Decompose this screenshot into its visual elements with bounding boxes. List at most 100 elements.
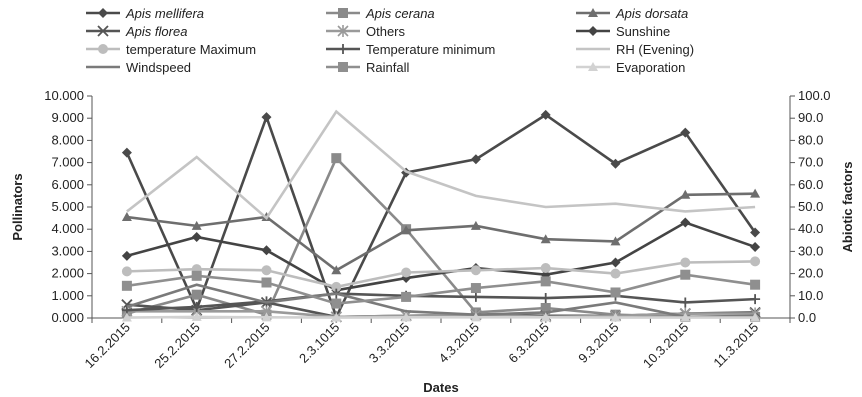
data-point-apis-dorsata xyxy=(401,225,412,235)
data-point-temperature-maximum xyxy=(121,266,132,277)
data-point-temperature-maximum xyxy=(401,267,412,278)
legend-swatch-marker xyxy=(588,26,598,36)
y2-tick-label: 20.0 xyxy=(798,266,823,281)
data-point-temperature-maximum xyxy=(470,265,481,276)
y2-tick-label: 10.0 xyxy=(798,288,823,303)
legend-label: Temperature minimum xyxy=(366,42,495,57)
y-tick-label: 8.000 xyxy=(51,132,84,147)
right-axis-ticks: 0.0 10.0 20.0 30.0 40.0 50.0 60.0 70.0 80.0 90.0 1… xyxy=(790,88,831,325)
y2-tick-label: 30.0 xyxy=(798,243,823,258)
legend-item-evaporation: Evaporation xyxy=(576,60,685,75)
legend-item-apis-dorsata: Apis dorsata xyxy=(576,6,688,21)
x-axis-title: Dates xyxy=(423,380,458,395)
y2-tick-label: 40.0 xyxy=(798,221,823,236)
legend-item-apis-mellifera: Apis mellifera xyxy=(86,6,204,21)
series-rh-evening xyxy=(126,109,756,221)
series-line-apis-mellifera xyxy=(125,113,757,321)
data-point-apis-cerana xyxy=(331,153,342,164)
series-temperature-maximum xyxy=(121,256,761,292)
x-tick-label: 25.2.2015 xyxy=(151,320,203,372)
data-point-evaporation xyxy=(610,312,621,322)
legend-item-temperature-minimum: Temperature minimum xyxy=(326,42,495,57)
series-line-others xyxy=(126,310,756,319)
data-point-temperature-minimum xyxy=(680,297,691,308)
legend-label: RH (Evening) xyxy=(616,42,694,57)
data-point-rainfall xyxy=(401,291,412,302)
legend-swatch-marker xyxy=(338,62,348,72)
data-point-rainfall xyxy=(610,287,621,298)
data-point-temperature-minimum xyxy=(540,293,551,304)
data-point-apis-mellifera xyxy=(470,154,481,165)
data-point-apis-mellifera xyxy=(121,147,132,158)
data-point-evaporation xyxy=(750,312,761,322)
x-tick-label: 9.3.2015 xyxy=(575,320,621,366)
data-point-rainfall xyxy=(261,277,272,288)
legend-label: Apis mellifera xyxy=(125,6,204,21)
legend-swatch-marker xyxy=(338,44,348,54)
series-line-rh-evening xyxy=(126,109,756,221)
y-axis-title: Pollinators xyxy=(10,173,25,240)
y-tick-label: 6.000 xyxy=(51,177,84,192)
legend-label: Apis dorsata xyxy=(615,6,688,21)
data-point-rainfall xyxy=(121,280,132,291)
data-point-apis-mellifera xyxy=(261,112,272,123)
y-tick-label: 3.000 xyxy=(51,243,84,258)
legend-swatch-marker xyxy=(98,8,108,18)
x-tick-label: 10.3.2015 xyxy=(640,320,692,372)
series-rainfall xyxy=(121,269,761,309)
data-point-rainfall xyxy=(470,283,481,294)
data-point-rainfall xyxy=(331,298,342,309)
series-line-rainfall xyxy=(126,273,756,305)
data-point-sunshine xyxy=(680,217,691,228)
legend-label: Apis florea xyxy=(125,24,187,39)
data-point-temperature-maximum xyxy=(680,257,691,268)
series-evaporation xyxy=(121,311,761,322)
data-point-sunshine xyxy=(121,250,132,261)
series-line-evaporation xyxy=(126,315,756,319)
legend-label: Sunshine xyxy=(616,24,670,39)
y-tick-label: 5.000 xyxy=(51,199,84,214)
data-point-apis-dorsata xyxy=(191,220,202,230)
y-tick-label: 7.000 xyxy=(51,155,84,170)
data-point-evaporation xyxy=(121,312,132,322)
legend-swatch-marker xyxy=(337,25,349,37)
x-tick-label: 4.3.2015 xyxy=(436,320,482,366)
data-point-evaporation xyxy=(680,312,691,322)
data-point-evaporation xyxy=(261,312,272,322)
y-tick-label: 2.000 xyxy=(51,266,84,281)
data-point-apis-dorsata xyxy=(470,220,481,230)
legend-swatch-marker xyxy=(97,25,109,37)
y-tick-label: 9.000 xyxy=(51,110,84,125)
y2-tick-label: 70.0 xyxy=(798,155,823,170)
data-point-apis-mellifera xyxy=(680,127,691,138)
data-point-apis-mellifera xyxy=(540,109,551,120)
data-point-apis-dorsata xyxy=(540,234,551,244)
x-tick-label: 27.2.2015 xyxy=(221,320,273,372)
data-point-apis-dorsata xyxy=(750,188,761,198)
data-point-apis-cerana xyxy=(540,303,551,314)
data-point-apis-cerana xyxy=(191,289,202,300)
legend: Apis mellifera Apis cerana Apis dorsata Api… xyxy=(86,6,694,75)
data-point-apis-mellifera xyxy=(610,158,621,169)
legend-item-sunshine: Sunshine xyxy=(576,24,670,39)
data-point-temperature-maximum xyxy=(750,256,761,267)
data-point-sunshine xyxy=(261,245,272,256)
x-tick-label: 6.3.2015 xyxy=(505,320,551,366)
y-tick-label: 1.000 xyxy=(51,288,84,303)
legend-swatch-marker xyxy=(588,8,598,17)
data-point-temperature-maximum xyxy=(540,263,551,274)
y2-tick-label: 80.0 xyxy=(798,132,823,147)
data-point-apis-dorsata xyxy=(680,189,691,199)
legend-item-rh-evening: RH (Evening) xyxy=(576,42,694,57)
data-point-temperature-maximum xyxy=(331,281,342,292)
y2-tick-label: 0.0 xyxy=(798,310,816,325)
series-group xyxy=(121,109,761,323)
series-line-sunshine xyxy=(126,221,756,292)
series-line-temperature-minimum xyxy=(126,292,756,312)
data-point-evaporation xyxy=(540,312,551,322)
data-point-apis-mellifera xyxy=(750,227,761,238)
series-line-apis-dorsata xyxy=(126,192,756,272)
y2-axis-title: Abiotic factors xyxy=(840,161,855,252)
data-point-apis-dorsata xyxy=(331,265,342,275)
y-tick-label: 4.000 xyxy=(51,221,84,236)
